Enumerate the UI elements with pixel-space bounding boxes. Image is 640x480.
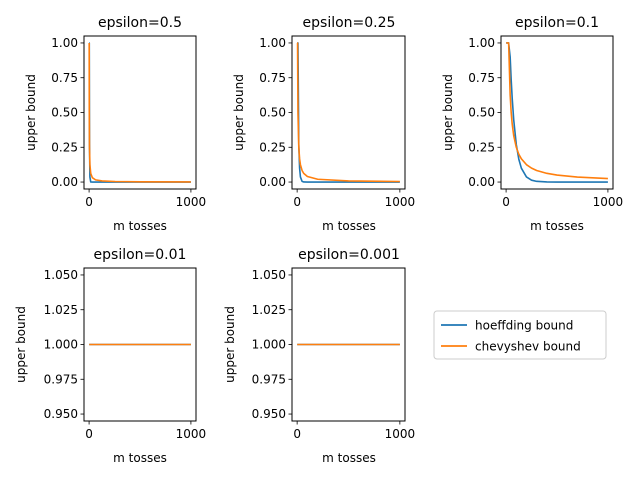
subplot-4-xlabel: m tosses: [322, 451, 376, 465]
subplot-2-xtick-label-0: 0: [502, 195, 510, 209]
subplot-1-frame: [291, 35, 406, 190]
subplot-1-lines: [296, 42, 400, 183]
subplot-0-xtick-label-0: 0: [85, 195, 93, 209]
subplot-0-xtick-label-1: 1000: [176, 195, 207, 209]
subplot-2-xtick-label-1: 1000: [593, 195, 624, 209]
subplot-3-xtick-label-1: 1000: [176, 427, 207, 441]
subplot-4-ytick-label-1: 0.975: [252, 372, 286, 386]
subplot-0: epsilon=0.5 0.00 0.25 0.50 0.75 1.00 0 1000 m …: [24, 15, 206, 233]
subplot-2-ytick-label-3: 0.75: [468, 71, 495, 85]
subplot-4-ylabel: upper bound: [223, 306, 237, 383]
subplot-4-frame: [291, 267, 406, 422]
subplot-2: epsilon=0.1 0.00 0.25 0.50 0.75 1.00 0 1000 m …: [441, 15, 623, 233]
subplot-0-ticks: 0.00 0.25 0.50 0.75 1.00 0 1000: [51, 36, 206, 209]
subplot-2-title: epsilon=0.1: [515, 15, 599, 31]
subplot-0-ytick-label-1: 0.25: [51, 140, 78, 154]
subplot-0-ytick-label-4: 1.00: [51, 36, 78, 50]
subplot-4-ytick-label-2: 1.000: [252, 338, 286, 352]
subplot-1-xtick-label-0: 0: [293, 195, 301, 209]
legend-box: [433, 310, 607, 360]
subplot-1-ticks: 0.00 0.25 0.50 0.75 1.00 0 1000: [259, 36, 415, 209]
subplot-2-xlabel: m tosses: [530, 219, 584, 233]
subplot-1-ytick-label-3: 0.75: [259, 71, 286, 85]
subplot-2-ytick-label-1: 0.25: [468, 140, 495, 154]
subplot-0-xlabel: m tosses: [113, 219, 167, 233]
subplot-4-xtick-label-0: 0: [293, 427, 301, 441]
subplot-2-series-chebyshev-line: [506, 42, 608, 180]
subplot-3-xlabel: m tosses: [113, 451, 167, 465]
subplot-1-ytick-label-1: 0.25: [259, 140, 286, 154]
subplot-3-ytick-label-2: 1.000: [44, 338, 78, 352]
subplot-2-series-hoeffding-line: [506, 42, 608, 183]
subplot-1-xtick-label-1: 1000: [385, 195, 416, 209]
subplot-2-lines: [506, 42, 608, 183]
subplot-4-xtick-label-1: 1000: [385, 427, 416, 441]
subplot-4-ytick-label-4: 1.050: [252, 268, 286, 282]
subplot-0-frame: [83, 35, 197, 190]
subplot-1-xlabel: m tosses: [322, 219, 376, 233]
subplot-1-ytick-label-2: 0.50: [259, 106, 286, 120]
subplot-2-frame: [500, 35, 614, 190]
subplot-0-ytick-label-3: 0.75: [51, 71, 78, 85]
subplot-2-ticks: 0.00 0.25 0.50 0.75 1.00 0 1000: [468, 36, 623, 209]
subplot-4: epsilon=0.001 0.9500.9751.0001.0251.0500…: [223, 247, 415, 465]
subplot-2-ylabel: upper bound: [441, 74, 455, 151]
subplot-3-ylabel: upper bound: [14, 306, 28, 383]
subplot-1-ylabel: upper bound: [232, 74, 246, 151]
subplot-4-ticks: 0.950 0.975 1.000 1.025 1.050 0 1000: [252, 268, 415, 441]
legend-label-chebyshev: chevyshev bound: [475, 340, 581, 354]
subplot-3-title: epsilon=0.01: [94, 247, 187, 263]
subplot-1: epsilon=0.25 0.00 0.25 0.50 0.75 1.00 0 1000 m…: [232, 15, 415, 233]
subplot-0-ylabel: upper bound: [24, 74, 38, 151]
subplot-3-ytick-label-0: 0.950: [44, 407, 78, 421]
subplot-2-ytick-label-0: 0.00: [468, 175, 495, 189]
subplot-4-ytick-label-0: 0.950: [252, 407, 286, 421]
subplot-3-ticks: 0.950 0.975 1.000 1.025 1.050 0 1000: [44, 268, 207, 441]
subplot-1-ytick-label-0: 0.00: [259, 175, 286, 189]
legend-label-hoeffding: hoeffding bound: [475, 319, 573, 333]
legend: hoeffding bound chevyshev bound: [433, 310, 607, 360]
subplot-3-ytick-label-1: 0.975: [44, 372, 78, 386]
subplot-0-series-chebyshev-line: [88, 42, 191, 183]
subplot-3-ytick-label-3: 1.025: [44, 303, 78, 317]
subplot-0-title: epsilon=0.5: [98, 15, 182, 31]
subplot-3: epsilon=0.01 0.950 0.975 1.000 1.025 1.050 0 1…: [14, 247, 206, 465]
subplot-2-ytick-label-4: 1.00: [468, 36, 495, 50]
subplot-0-ytick-label-2: 0.50: [51, 106, 78, 120]
subplot-1-series-chebyshev-line: [296, 42, 400, 183]
subplot-4-title: epsilon=0.001: [298, 247, 400, 263]
subplot-2-ytick-label-2: 0.50: [468, 106, 495, 120]
subplot-3-ytick-label-4: 1.050: [44, 268, 78, 282]
subplot-0-lines: [88, 42, 191, 183]
subplot-1-ytick-label-4: 1.00: [259, 36, 286, 50]
subplot-3-xtick-label-0: 0: [85, 427, 93, 441]
subplot-0-ytick-label-0: 0.00: [51, 175, 78, 189]
subplot-3-frame: [83, 267, 197, 422]
subplot-4-ytick-label-3: 1.025: [252, 303, 286, 317]
subplot-1-title: epsilon=0.25: [303, 15, 396, 31]
